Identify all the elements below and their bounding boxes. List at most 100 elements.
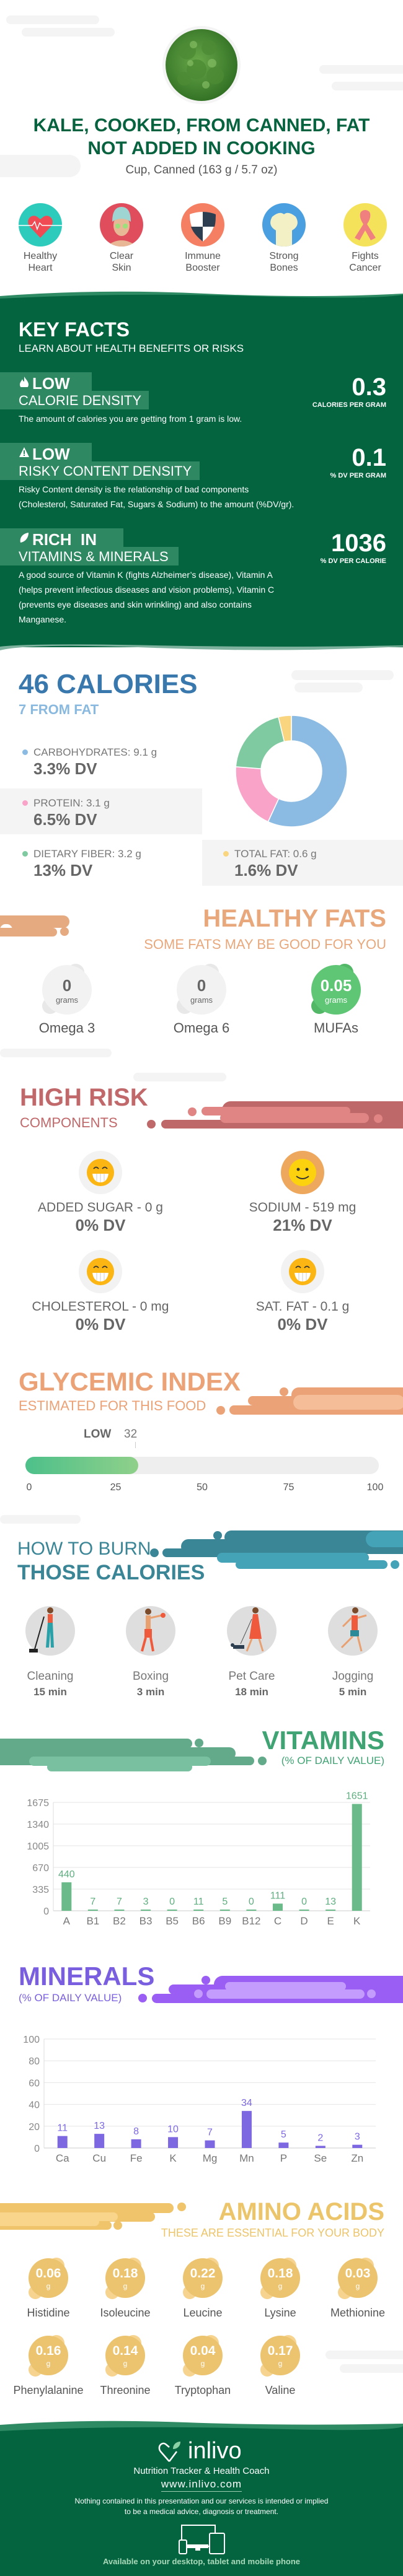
decoration [391, 1560, 399, 1569]
bar-value-label: 3 [143, 1897, 149, 1907]
amino-name: Leucine [183, 2307, 223, 2319]
fat-value: 0.05 [320, 976, 352, 995]
fact-level: RICH IN [32, 530, 97, 549]
decoration [150, 1548, 159, 1557]
grin-face-icon [87, 1159, 114, 1186]
fact-description: (prevents eye diseases and skin wrinklin… [19, 600, 252, 609]
fact-unit: % DV PER GRAM [330, 472, 386, 479]
risk-item: SODIUM - 519 mg 21% DV [222, 1151, 383, 1238]
fact-value: 0.3 [352, 373, 386, 401]
bar-value-label: 0 [169, 1897, 175, 1907]
website-link-text[interactable]: www.inlivo.com [161, 2478, 242, 2492]
decoration [0, 928, 57, 937]
macro-dv: 1.6% DV [234, 861, 298, 880]
glycemic-tick-label: 50 [197, 1482, 208, 1493]
fact-value: 1036 [331, 530, 386, 557]
high-risk-subtitle: COMPONENTS [20, 1115, 118, 1130]
benefit-label-line1: Immune [185, 251, 221, 261]
x-tick-label: Se [314, 2152, 327, 2164]
y-tick-label: 1340 [27, 1820, 49, 1830]
y-tick-label: 670 [32, 1863, 49, 1874]
legend-dot-icon [22, 851, 28, 857]
bar-E [326, 1910, 336, 1911]
x-tick-label: B3 [140, 1915, 153, 1927]
shield-icon [181, 203, 224, 247]
bar-value-label: 8 [133, 2126, 139, 2137]
amino-name: Lysine [264, 2307, 296, 2319]
bar-value-label: 7 [207, 2128, 213, 2138]
decoration [202, 1976, 210, 1984]
decoration [332, 82, 403, 90]
amino-unit: g [278, 2359, 283, 2368]
amino-unit: g [355, 2282, 360, 2290]
fact-level: LOW [32, 374, 70, 393]
benefit-immune-booster: Immune Booster [172, 203, 234, 277]
risk-item: CHOLESTEROL - 0 mg 0% DV [20, 1250, 181, 1337]
cleaning-person-icon [25, 1601, 75, 1663]
x-tick-label: C [274, 1915, 281, 1927]
amino-value: 0.22 [190, 2266, 216, 2281]
inlivo-logo-icon [158, 2442, 180, 2462]
y-tick-label: 20 [29, 2122, 40, 2133]
decoration [133, 1073, 226, 1081]
grin-face-icon [289, 1258, 316, 1285]
amino-value-bubble [338, 2258, 378, 2298]
macro-label: CARBOHYDRATES: 9.1 g [33, 746, 157, 758]
food-title-line1: KALE, COOKED, FROM CANNED, FAT [33, 115, 370, 136]
decoration [147, 1120, 156, 1129]
macro-label: PROTEIN: 3.1 g [33, 797, 110, 809]
boxer-icon [126, 1601, 175, 1663]
decoration [326, 2351, 403, 2359]
serving-size: Cup, Canned (163 g / 5.7 oz) [125, 164, 278, 177]
key-fact-1: LOW CALORIE DENSITY 0.3 CALORIES PER GRAM Th… [0, 372, 403, 496]
glycemic-bar-track [25, 1457, 379, 1474]
amino-title: AMINO ACIDS [218, 2198, 384, 2225]
disclaimer-line2: to be a medical advice, diagnosis or tre… [124, 2507, 279, 2516]
benefit-label-line2: Heart [28, 263, 53, 273]
benefit-fights-cancer: Fights Cancer [334, 203, 396, 277]
warning-icon [19, 447, 30, 458]
decoration [194, 1989, 203, 1998]
benefit-clear-skin: Clear Skin [91, 203, 153, 277]
risk-indicator-circle [281, 1250, 324, 1293]
donut-slice [267, 715, 348, 827]
fat-unit: grams [55, 995, 79, 1005]
fat-value-bubble [42, 965, 92, 1015]
y-tick-label: 80 [29, 2056, 40, 2067]
calories-from-fat: 7 FROM FAT [19, 702, 99, 717]
amino-value-bubble [105, 2258, 145, 2298]
decoration [293, 1395, 403, 1410]
fact-label: CALORIE DENSITY [19, 393, 142, 408]
x-tick-label: K [353, 1915, 361, 1927]
macro-dv: 6.5% DV [33, 810, 97, 829]
bar-Zn [352, 2144, 363, 2148]
website-link[interactable]: www.inlivo.com [0, 2478, 403, 2492]
healthy-fat-omega-3: 0 grams Omega 3 [30, 964, 104, 1044]
wave-divider [0, 644, 403, 650]
bar-value-label: 3 [355, 2132, 360, 2142]
glycemic-tick-label: 75 [283, 1482, 294, 1493]
activity-time: 5 min [339, 1686, 367, 1698]
decoration [0, 155, 81, 177]
decoration [0, 1049, 112, 1057]
healthy-fats-subtitle: SOME FATS MAY BE GOOD FOR YOU [144, 937, 386, 952]
amino-subtitle: THESE ARE ESSENTIAL FOR YOUR BODY [161, 2227, 384, 2239]
decoration [177, 2203, 186, 2211]
fact-level-bg [0, 528, 123, 547]
decoration [280, 1387, 288, 1396]
fat-name: Omega 3 [38, 1020, 95, 1036]
donut-slice [278, 715, 292, 743]
macro-label: DIETARY FIBER: 3.2 g [33, 848, 141, 860]
y-tick-label: 60 [29, 2078, 40, 2089]
decoration [225, 1982, 346, 1991]
amino-unit: g [46, 2359, 51, 2368]
risk-label: SAT. FAT - 0.1 g [255, 1299, 350, 1314]
calories-title: 46 CALORIES [19, 669, 198, 699]
decoration [0, 915, 69, 928]
donut-slice [235, 716, 285, 769]
x-tick-label: D [300, 1915, 308, 1927]
fat-name: MUFAs [313, 1020, 359, 1036]
amino-valine: 0.17 g Valine [242, 2335, 319, 2397]
glycemic-subtitle: ESTIMATED FOR THIS FOOD [19, 1398, 206, 1413]
minerals-subtitle: (% OF DAILY VALUE) [19, 1992, 122, 2004]
